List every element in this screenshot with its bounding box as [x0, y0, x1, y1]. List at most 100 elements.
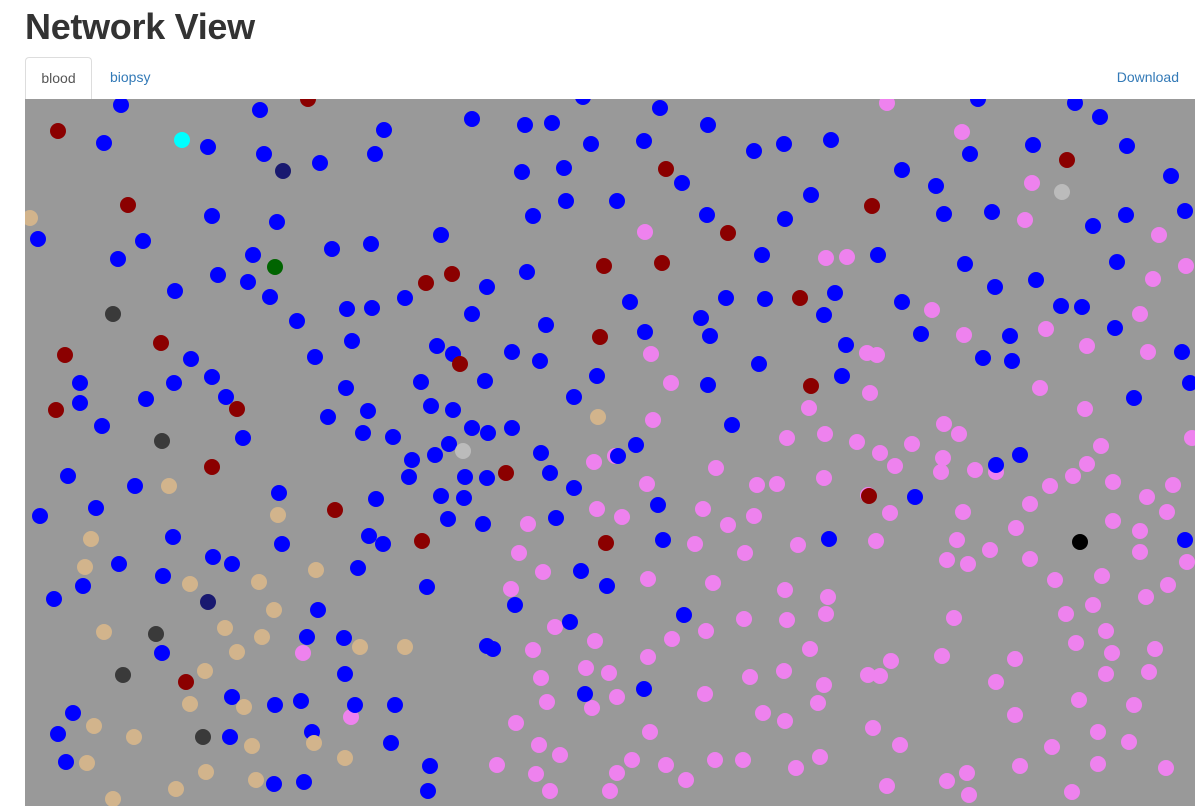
network-node-pink[interactable]: [584, 700, 600, 716]
network-node-pink[interactable]: [868, 533, 884, 549]
network-node-blue[interactable]: [367, 146, 383, 162]
network-node-blue[interactable]: [1177, 532, 1193, 548]
network-node-blue[interactable]: [628, 437, 644, 453]
network-node-tan[interactable]: [337, 750, 353, 766]
network-node-blue[interactable]: [827, 285, 843, 301]
network-node-pink[interactable]: [1105, 474, 1121, 490]
network-node-pink[interactable]: [1079, 456, 1095, 472]
network-node-darkred[interactable]: [658, 161, 674, 177]
network-node-pink[interactable]: [790, 537, 806, 553]
network-node-pink[interactable]: [839, 249, 855, 265]
network-node-gray[interactable]: [1054, 184, 1070, 200]
network-node-blue[interactable]: [413, 374, 429, 390]
network-node-pink[interactable]: [658, 757, 674, 773]
network-node-pink[interactable]: [882, 505, 898, 521]
network-node-darkred[interactable]: [153, 335, 169, 351]
network-node-pink[interactable]: [816, 677, 832, 693]
network-node-blue[interactable]: [962, 146, 978, 162]
network-node-pink[interactable]: [640, 571, 656, 587]
network-node-blue[interactable]: [894, 162, 910, 178]
tab-blood[interactable]: blood: [25, 57, 92, 100]
network-node-pink[interactable]: [1068, 635, 1084, 651]
network-node-pink[interactable]: [614, 509, 630, 525]
network-node-tan[interactable]: [217, 620, 233, 636]
network-node-blue[interactable]: [622, 294, 638, 310]
network-node-darkred[interactable]: [50, 123, 66, 139]
network-node-pink[interactable]: [1159, 504, 1175, 520]
network-node-pink[interactable]: [933, 464, 949, 480]
network-node-blue[interactable]: [1109, 254, 1125, 270]
network-node-blue[interactable]: [700, 377, 716, 393]
network-node-blue[interactable]: [385, 429, 401, 445]
network-node-pink[interactable]: [820, 589, 836, 605]
network-node-blue[interactable]: [803, 187, 819, 203]
network-node-blue[interactable]: [397, 290, 413, 306]
network-node-blue[interactable]: [355, 425, 371, 441]
network-node-pink[interactable]: [639, 476, 655, 492]
network-node-blue[interactable]: [475, 516, 491, 532]
network-node-pink[interactable]: [586, 454, 602, 470]
network-node-pink[interactable]: [1090, 724, 1106, 740]
network-node-blue[interactable]: [674, 175, 690, 191]
network-node-blue[interactable]: [1004, 353, 1020, 369]
network-node-darkred[interactable]: [1059, 152, 1075, 168]
network-node-tan[interactable]: [266, 602, 282, 618]
network-node-darkred[interactable]: [654, 255, 670, 271]
network-node-blue[interactable]: [368, 491, 384, 507]
network-node-blue[interactable]: [420, 783, 436, 799]
network-node-blue[interactable]: [423, 398, 439, 414]
network-node-blue[interactable]: [58, 754, 74, 770]
network-node-navy[interactable]: [200, 594, 216, 610]
network-node-tan[interactable]: [270, 507, 286, 523]
network-node-blue[interactable]: [746, 143, 762, 159]
network-node-pink[interactable]: [946, 610, 962, 626]
network-node-darkred[interactable]: [792, 290, 808, 306]
network-node-blue[interactable]: [544, 115, 560, 131]
network-node-blue[interactable]: [267, 697, 283, 713]
network-node-blue[interactable]: [589, 368, 605, 384]
network-node-blue[interactable]: [252, 102, 268, 118]
network-node-blue[interactable]: [1163, 168, 1179, 184]
network-node-tan[interactable]: [197, 663, 213, 679]
network-node-blue[interactable]: [383, 735, 399, 751]
network-node-blue[interactable]: [975, 350, 991, 366]
network-node-blue[interactable]: [556, 160, 572, 176]
tab-biopsy[interactable]: biopsy: [110, 69, 151, 85]
network-node-blue[interactable]: [307, 349, 323, 365]
network-node-darkred[interactable]: [204, 459, 220, 475]
network-node-pink[interactable]: [818, 606, 834, 622]
network-node-blue[interactable]: [532, 353, 548, 369]
network-node-tan[interactable]: [126, 729, 142, 745]
network-node-blue[interactable]: [1085, 218, 1101, 234]
network-node-blue[interactable]: [514, 164, 530, 180]
network-node-pink[interactable]: [1085, 597, 1101, 613]
network-node-blue[interactable]: [375, 536, 391, 552]
network-node-pink[interactable]: [508, 715, 524, 731]
network-node-darkgray[interactable]: [148, 626, 164, 642]
network-node-pink[interactable]: [295, 645, 311, 661]
network-node-pink[interactable]: [697, 686, 713, 702]
network-node-blue[interactable]: [610, 448, 626, 464]
network-node-darkred[interactable]: [444, 266, 460, 282]
network-node-pink[interactable]: [1044, 739, 1060, 755]
network-node-pink[interactable]: [924, 302, 940, 318]
network-node-blue[interactable]: [1067, 99, 1083, 111]
network-node-blue[interactable]: [204, 208, 220, 224]
network-node-pink[interactable]: [879, 99, 895, 111]
network-node-darkred[interactable]: [452, 356, 468, 372]
network-node-pink[interactable]: [503, 581, 519, 597]
network-node-cyan[interactable]: [174, 132, 190, 148]
network-node-blue[interactable]: [320, 409, 336, 425]
network-node-blue[interactable]: [609, 193, 625, 209]
network-node-pink[interactable]: [1179, 554, 1195, 570]
network-node-blue[interactable]: [401, 469, 417, 485]
network-node-pink[interactable]: [520, 516, 536, 532]
network-node-darkred[interactable]: [720, 225, 736, 241]
network-node-blue[interactable]: [72, 395, 88, 411]
network-node-pink[interactable]: [934, 648, 950, 664]
network-node-darkred[interactable]: [592, 329, 608, 345]
network-node-blue[interactable]: [429, 338, 445, 354]
network-node-darkred[interactable]: [120, 197, 136, 213]
network-node-blue[interactable]: [262, 289, 278, 305]
network-node-pink[interactable]: [755, 705, 771, 721]
